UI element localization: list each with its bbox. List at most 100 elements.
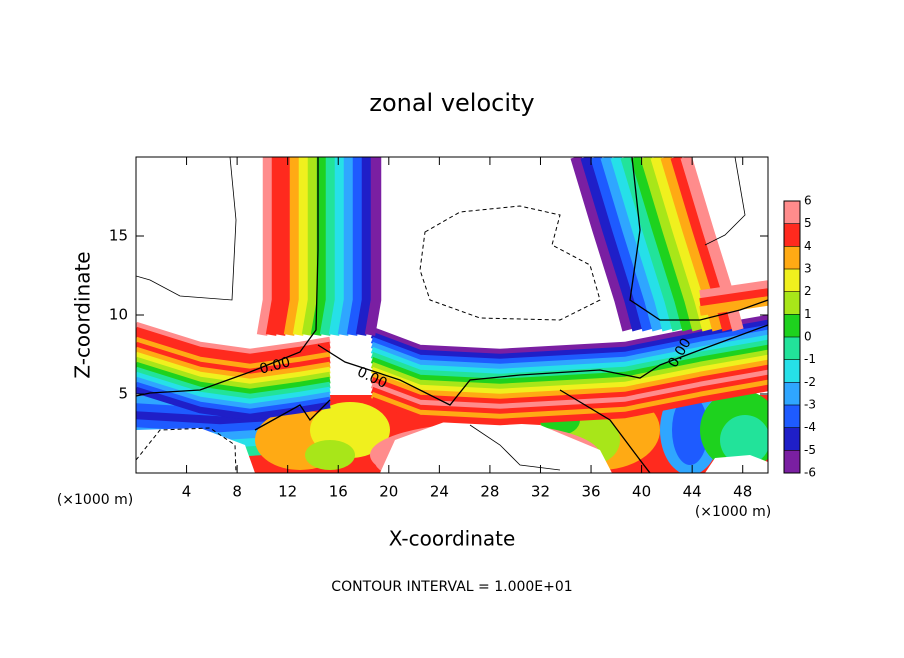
negative-contour — [419, 205, 601, 321]
colorbar-tick-label: 6 — [804, 194, 812, 208]
contour-band — [370, 324, 768, 366]
colorbar-tick-label: 4 — [804, 239, 812, 253]
colorbar-tick-label: 5 — [804, 216, 812, 230]
contour-blob — [305, 440, 355, 470]
colorbar-band — [784, 427, 800, 451]
contour-band — [370, 384, 768, 426]
contour-band — [136, 351, 331, 386]
empty-region — [136, 428, 255, 473]
colorbar-band — [784, 382, 800, 405]
x-tick-label: 36 — [581, 483, 600, 501]
colorbar-tick-label: -3 — [804, 398, 816, 412]
colorbar-band — [784, 246, 800, 269]
contour-band — [570, 157, 634, 332]
x-tick-label: 8 — [232, 483, 242, 501]
contour-band — [590, 157, 654, 332]
colorbar-band — [784, 450, 800, 473]
contour-band — [136, 326, 331, 361]
contour-band — [370, 334, 768, 376]
colorbar-tick-label: 3 — [804, 262, 812, 276]
x-unit: (×1000 m) — [695, 504, 771, 520]
contour-band — [370, 354, 768, 396]
footer: CONTOUR INTERVAL = 1.000E+01 — [331, 579, 572, 595]
colorbar-band — [784, 314, 800, 337]
contour-band — [370, 339, 768, 381]
contour-band — [136, 371, 331, 406]
zero-contour — [629, 157, 768, 321]
contour-line — [136, 157, 237, 301]
contour-band — [364, 157, 382, 336]
x-tick-label: 4 — [182, 483, 192, 501]
contour-band — [640, 157, 704, 332]
colorbar-tick-label: 0 — [804, 330, 812, 344]
contour-line — [704, 157, 746, 246]
colorbar-band — [784, 269, 800, 292]
colorbar-tick-label: -6 — [804, 466, 816, 480]
x-tick-label: 40 — [632, 483, 651, 501]
contour-band — [136, 356, 331, 391]
contour-band — [136, 331, 331, 366]
contour-band — [136, 366, 331, 401]
colorbar-tick-label: -4 — [804, 420, 816, 434]
contour-band — [370, 344, 768, 386]
x-tick-label: 48 — [733, 483, 752, 501]
contour-band — [630, 157, 694, 332]
colorbar-band — [784, 201, 800, 224]
contour-band — [136, 386, 331, 421]
negative-contour — [136, 427, 237, 473]
contour-band — [301, 157, 319, 336]
x-tick-label: 12 — [278, 483, 297, 501]
contour-band — [370, 329, 768, 371]
contour-band — [328, 157, 346, 336]
contour-band — [265, 157, 283, 336]
zero-contour — [254, 399, 331, 431]
contour-band — [580, 157, 644, 332]
x-axis-label: X-coordinate — [389, 527, 516, 551]
contour-band — [370, 359, 768, 401]
contour-band — [136, 361, 331, 396]
x-tick-label: 28 — [480, 483, 499, 501]
contour-band — [337, 157, 355, 336]
contour-band — [136, 336, 331, 371]
contour-band — [136, 346, 331, 381]
contour-band — [136, 381, 331, 416]
contour-blob — [720, 415, 768, 465]
x-tick-label: 32 — [531, 483, 550, 501]
contour-band — [370, 349, 768, 391]
colorbar-band — [784, 359, 800, 383]
contour-band — [370, 369, 768, 411]
contour-band — [292, 157, 310, 336]
empty-region — [705, 455, 768, 473]
contour-band — [370, 379, 768, 421]
contour-band — [310, 157, 328, 336]
contour-blob — [672, 395, 708, 465]
contour-lines — [136, 157, 768, 473]
contour-band — [256, 157, 274, 336]
colorbar-band — [784, 405, 800, 428]
contour-band — [699, 288, 768, 308]
x-tick-label: 44 — [683, 483, 702, 501]
colorbar-band — [784, 291, 800, 315]
contour-band — [610, 157, 674, 332]
colorbar-tick-label: 2 — [804, 284, 812, 298]
contour-band — [136, 376, 331, 411]
zero-contour — [136, 157, 319, 397]
colorbar-tick-label: -2 — [804, 375, 816, 389]
chart-title: zonal velocity — [369, 89, 534, 117]
contour-band — [680, 157, 744, 332]
colorbar-band — [784, 337, 800, 360]
contour-field — [136, 157, 768, 473]
colorbar-tick-label: -5 — [804, 443, 816, 457]
contour-band — [319, 157, 337, 336]
contour-band — [355, 157, 373, 336]
y-tick-label: 15 — [109, 227, 128, 245]
zero-contour — [559, 389, 651, 473]
contour-band — [600, 157, 664, 332]
contour-band — [699, 280, 768, 300]
colorbar-band — [784, 223, 800, 247]
empty-region — [380, 420, 612, 473]
contour-band — [699, 296, 768, 316]
zero-contour — [317, 324, 768, 406]
contour-band — [283, 157, 301, 336]
